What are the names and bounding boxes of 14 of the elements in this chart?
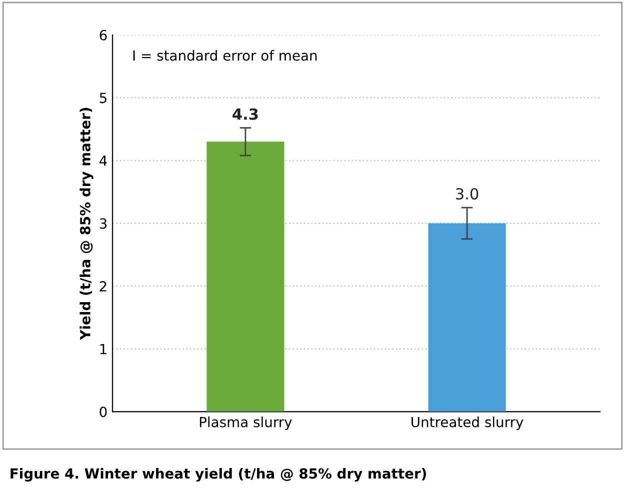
y-tick-label: 1 [100,344,106,354]
y-tick-label: 2 [100,281,106,292]
y-axis-title: Yield (t/ha @ 85% dry matter) [80,108,94,340]
data-label: 4.3 [232,108,258,120]
y-tick-label: 6 [100,30,107,40]
y-tick-label: 5 [100,92,106,104]
x-tick-label: Plasma slurry [200,416,292,430]
x-tick-label: Untreated slurry [412,416,524,430]
y-tick-label: 3 [100,218,107,229]
y-tick-label: 0 [100,406,107,418]
y-tick-label: 4 [99,156,107,166]
annotation: I = standard error of mean [133,50,317,61]
caption: Figure 4. Winter wheat yield (t/ha @ 85% dry matter) [10,468,426,482]
data-label: 3.0 [456,188,478,200]
